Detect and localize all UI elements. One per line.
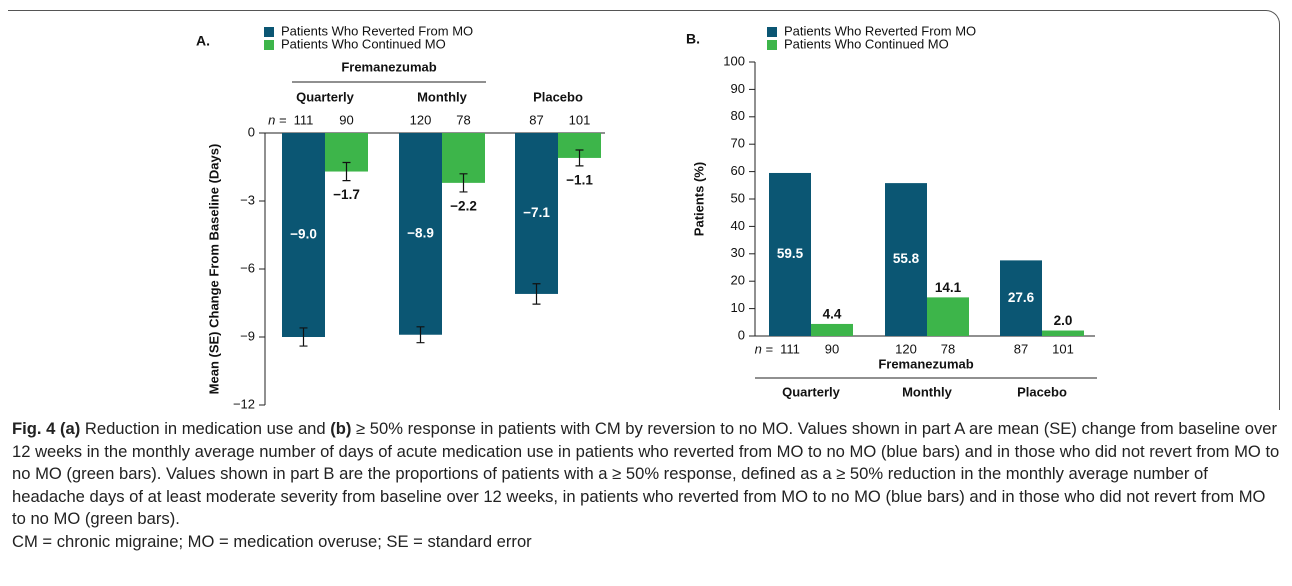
category-label: Monthly (902, 384, 953, 399)
category-label: Quarterly (782, 384, 841, 399)
value-label: −1.1 (566, 172, 593, 187)
n-label: 111 (780, 341, 800, 356)
legend-swatch (767, 27, 777, 37)
y-tick-label: 80 (731, 108, 745, 123)
caption-segment: (a) (59, 419, 81, 438)
value-label: 27.6 (1008, 290, 1035, 305)
n-label: 111 (294, 112, 314, 127)
y-tick-label: −6 (240, 260, 255, 275)
n-label: 90 (339, 112, 353, 127)
error-bar (575, 149, 584, 167)
legend-label: Patients Who Reverted From MO (784, 23, 976, 38)
n-prefix: n = (268, 112, 287, 127)
legend-label: Patients Who Continued MO (784, 36, 949, 51)
value-label: −1.7 (333, 187, 360, 202)
y-axis-label: Mean (SE) Change From Baseline (Days) (206, 144, 221, 395)
caption-segment: (b) (330, 419, 352, 438)
value-label: 14.1 (935, 280, 962, 295)
y-tick-label: 100 (723, 53, 745, 68)
category-label: Monthly (417, 89, 468, 104)
bar (769, 172, 811, 336)
y-tick-label: 20 (731, 273, 745, 288)
y-tick-label: −3 (240, 192, 255, 207)
error-bar (532, 283, 541, 305)
value-label: −7.1 (523, 205, 550, 220)
error-bar (416, 326, 425, 344)
y-tick-label: −9 (240, 328, 255, 343)
group-title: Fremanezumab (341, 59, 436, 74)
value-label: −2.2 (450, 198, 477, 213)
group-title: Fremanezumab (878, 356, 973, 371)
legend-swatch (767, 40, 777, 50)
y-tick-label: 0 (248, 124, 255, 139)
bar (811, 323, 853, 336)
legend-label: Patients Who Continued MO (281, 36, 446, 51)
value-label: 59.5 (777, 246, 804, 261)
n-label: 120 (410, 112, 432, 127)
figure-frame (8, 10, 1280, 410)
category-label: Placebo (533, 89, 583, 104)
bar (282, 133, 325, 337)
y-tick-label: 30 (731, 245, 745, 260)
y-tick-label: 40 (731, 218, 745, 233)
n-label: 101 (569, 112, 591, 127)
n-label: 101 (1052, 341, 1074, 356)
value-label: −8.9 (407, 225, 434, 240)
y-tick-label: 0 (738, 327, 745, 342)
n-label: 87 (1014, 341, 1028, 356)
panel-label: B. (686, 31, 700, 47)
bar (399, 133, 442, 335)
legend-swatch (264, 27, 274, 37)
panel-label: A. (196, 33, 210, 49)
abbreviations: CM = chronic migraine; MO = medication o… (12, 531, 532, 551)
y-tick-label: 90 (731, 81, 745, 96)
y-tick-label: 10 (731, 300, 745, 315)
bar (1042, 330, 1084, 336)
y-tick-label: 50 (731, 190, 745, 205)
value-label: −9.0 (290, 227, 317, 242)
value-label: 55.8 (893, 251, 920, 266)
n-label: 90 (825, 341, 839, 356)
caption-segment: ≥ 50% response in patients with CM by re… (12, 419, 1280, 528)
error-bar (459, 173, 468, 193)
y-tick-label: 60 (731, 163, 745, 178)
bar (1000, 260, 1042, 336)
y-axis-label: Patients (%) (691, 162, 706, 236)
n-label: 87 (529, 112, 543, 127)
value-label: 4.4 (823, 307, 842, 322)
bar (927, 297, 969, 336)
n-label: 78 (941, 341, 955, 356)
legend-label: Patients Who Reverted From MO (281, 23, 473, 38)
legend-swatch (264, 40, 274, 50)
error-bar (299, 327, 308, 347)
category-label: Placebo (1017, 384, 1067, 399)
caption: Fig. 4 (a) Reduction in medication use a… (12, 418, 1280, 553)
figure: A.Patients Who Reverted From MOPatients … (196, 23, 1097, 411)
caption-segment: Reduction in medication use and (80, 419, 331, 438)
n-prefix: n = (755, 341, 774, 356)
y-tick-label: 70 (731, 136, 745, 151)
category-label: Quarterly (296, 89, 355, 104)
error-bar (342, 161, 351, 182)
bar (885, 183, 927, 336)
caption-segment: Fig. 4 (12, 419, 56, 438)
n-label: 120 (895, 341, 917, 356)
caption-text: Fig. 4 (a) Reduction in medication use a… (12, 418, 1280, 531)
value-label: 2.0 (1054, 313, 1073, 328)
y-tick-label: −12 (233, 396, 255, 411)
n-label: 78 (456, 112, 470, 127)
bar (515, 133, 558, 294)
